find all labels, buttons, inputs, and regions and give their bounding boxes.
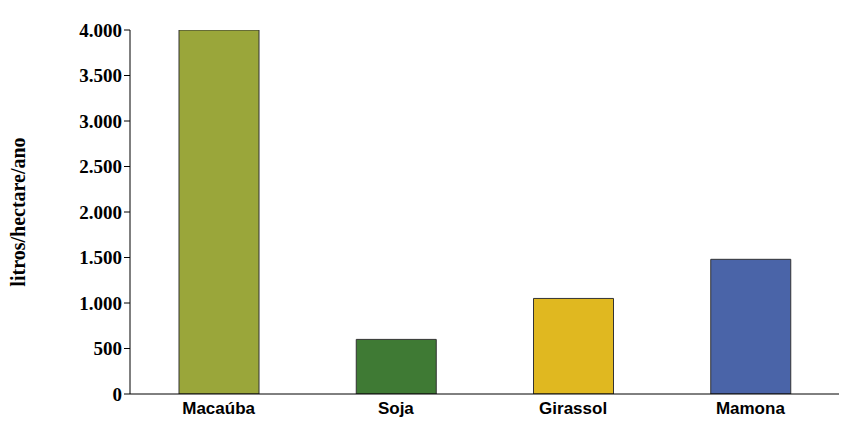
svg-text:litros/hectare/ano: litros/hectare/ano [7, 137, 29, 286]
svg-text:1.000: 1.000 [79, 293, 122, 314]
svg-text:2.000: 2.000 [79, 202, 122, 223]
svg-text:2.500: 2.500 [79, 156, 122, 177]
svg-text:0: 0 [113, 384, 123, 405]
svg-text:Girassol: Girassol [539, 399, 607, 418]
svg-text:Mamona: Mamona [716, 399, 786, 418]
svg-text:3.000: 3.000 [79, 111, 122, 132]
svg-text:Soja: Soja [378, 399, 414, 418]
svg-text:3.500: 3.500 [79, 65, 122, 86]
svg-text:Macaúba: Macaúba [182, 399, 255, 418]
svg-text:500: 500 [94, 338, 123, 359]
svg-text:4.000: 4.000 [79, 20, 122, 41]
svg-text:1.500: 1.500 [79, 247, 122, 268]
